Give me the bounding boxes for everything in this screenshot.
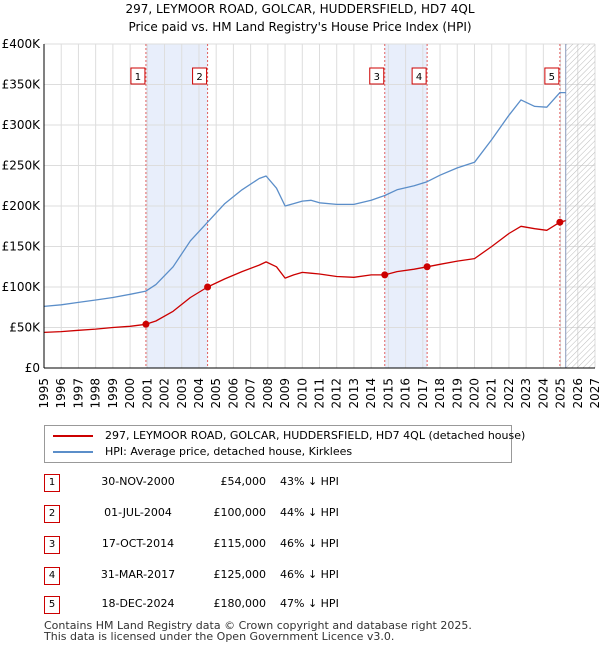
sale-point	[142, 320, 150, 328]
x-tick-label: 1998	[89, 378, 103, 409]
y-tick-label: £50K	[9, 321, 41, 335]
forecast-region	[565, 44, 595, 368]
footer: Contains HM Land Registry data © Crown c…	[44, 620, 472, 642]
sale-date: 01-JUL-2004	[104, 506, 172, 519]
sale-number: 4	[44, 567, 60, 585]
y-tick-label: £300K	[2, 118, 42, 132]
x-tick-label: 2017	[416, 378, 430, 409]
y-tick-label: £0	[25, 361, 40, 375]
x-tick-label: 2001	[140, 378, 154, 409]
y-tick-label: £100K	[2, 280, 42, 294]
sale-marker-box	[130, 67, 146, 85]
sale-marker-label: 4	[416, 72, 422, 83]
footer-licence: This data is licensed under the Open Gov…	[44, 630, 395, 643]
sale-marker-label: 5	[549, 72, 555, 83]
sale-date: 31-MAR-2017	[100, 568, 176, 581]
x-tick-label: 2024	[536, 378, 550, 409]
property-price-line	[43, 219, 566, 334]
sale-price: £115,000	[213, 537, 267, 550]
x-tick-label: 2002	[158, 378, 172, 409]
table-row: 3 17-OCT-2014 £115,000 46% ↓ HPI	[44, 536, 444, 554]
table-row: 1 30-NOV-2000 £54,000 43% ↓ HPI	[44, 474, 444, 492]
x-tick-label: 2015	[381, 378, 395, 409]
legend-label-hpi: HPI: Average price, detached house, Kirk…	[105, 445, 353, 458]
table-row: 4 31-MAR-2017 £125,000 46% ↓ HPI	[44, 567, 444, 585]
title-subtitle: Price paid vs. HM Land Registry's House …	[128, 20, 472, 34]
footer-copyright: Contains HM Land Registry data © Crown c…	[44, 619, 472, 632]
sale-number: 5	[44, 596, 60, 614]
x-tick-label: 2012	[330, 378, 344, 409]
sale-hpi-diff: 46% ↓ HPI	[280, 568, 339, 581]
sale-marker-box	[411, 67, 427, 85]
price-chart: £0 £50K £100K £150K £200K £250K £300K £350K £400…	[2, 37, 600, 409]
sale-marker-label: 1	[135, 72, 141, 83]
x-tick-label: 2014	[364, 378, 378, 409]
x-tick-label: 2018	[433, 378, 447, 409]
y-tick-label: £350K	[2, 78, 42, 92]
x-tick-label: 2005	[209, 378, 223, 409]
sale-date: 17-OCT-2014	[101, 537, 175, 550]
x-tick-label: 2000	[123, 378, 137, 409]
x-tick-label: 2027	[588, 378, 600, 409]
sale-number: 1	[44, 474, 60, 492]
x-tick-label: 2013	[347, 378, 361, 409]
sale-point	[556, 218, 564, 226]
x-tick-label: 2021	[485, 378, 499, 409]
x-tick-label: 2009	[278, 378, 292, 409]
legend-swatch-property	[53, 435, 93, 437]
x-tick-label: 1999	[106, 378, 120, 409]
sale-marker-box	[544, 67, 560, 85]
table-row: 5 18-DEC-2024 £180,000 47% ↓ HPI	[44, 596, 444, 614]
legend-entry-hpi: HPI: Average price, detached house, Kirk…	[53, 444, 352, 460]
table-row: 2 01-JUL-2004 £100,000 44% ↓ HPI	[44, 505, 444, 523]
x-tick-label: 2010	[295, 378, 309, 409]
x-tick-label: 2004	[192, 378, 206, 409]
sale-hpi-diff: 47% ↓ HPI	[280, 597, 339, 610]
x-tick-label: 2011	[313, 378, 327, 409]
legend: 297, LEYMOOR ROAD, GOLCAR, HUDDERSFIELD,…	[44, 425, 525, 463]
y-tick-label: £250K	[2, 159, 42, 173]
sale-price: £54,000	[220, 475, 267, 488]
sale-point	[204, 283, 212, 291]
sale-marker-box	[192, 67, 208, 85]
sale-hpi-diff: 43% ↓ HPI	[280, 475, 339, 488]
sale-hpi-diff: 46% ↓ HPI	[280, 537, 339, 550]
sale-date: 30-NOV-2000	[101, 475, 175, 488]
x-tick-label: 2016	[399, 378, 413, 409]
legend-entry-property: 297, LEYMOOR ROAD, GOLCAR, HUDDERSFIELD,…	[53, 428, 525, 444]
sale-number: 2	[44, 505, 60, 523]
sale-marker-box	[369, 67, 385, 85]
legend-label-property: 297, LEYMOOR ROAD, GOLCAR, HUDDERSFIELD,…	[105, 429, 526, 442]
sale-marker-label: 3	[374, 72, 380, 83]
x-tick-label: 2025	[554, 378, 568, 409]
x-tick-label: 2019	[450, 378, 464, 409]
x-tick-label: 2008	[261, 378, 275, 409]
hpi-line	[43, 91, 566, 308]
x-tick-label: 1997	[71, 378, 85, 409]
sale-price: £180,000	[213, 597, 267, 610]
x-tick-label: 1995	[37, 378, 51, 409]
sale-hpi-diff: 44% ↓ HPI	[280, 506, 339, 519]
legend-swatch-hpi	[53, 451, 93, 453]
title-address: 297, LEYMOOR ROAD, GOLCAR, HUDDERSFIELD,…	[125, 2, 475, 16]
sale-point	[423, 263, 431, 271]
x-tick-label: 2023	[519, 378, 533, 409]
x-tick-label: 2003	[175, 378, 189, 409]
x-tick-label: 2007	[244, 378, 258, 409]
sale-price: £100,000	[213, 506, 267, 519]
x-tick-label: 2022	[502, 378, 516, 409]
sale-marker-label: 2	[196, 72, 202, 83]
y-tick-label: £400K	[2, 37, 42, 51]
y-tick-label: £150K	[2, 240, 42, 254]
x-tick-label: 2026	[571, 378, 585, 409]
x-tick-label: 2006	[226, 378, 240, 409]
chart-title: 297, LEYMOOR ROAD, GOLCAR, HUDDERSFIELD,…	[0, 0, 600, 36]
x-tick-label: 1996	[54, 378, 68, 409]
sale-number: 3	[44, 536, 60, 554]
sale-date: 18-DEC-2024	[101, 597, 175, 610]
sale-point	[381, 271, 389, 279]
x-tick-label: 2020	[467, 378, 481, 409]
sale-price: £125,000	[213, 568, 267, 581]
y-tick-label: £200K	[2, 199, 42, 213]
